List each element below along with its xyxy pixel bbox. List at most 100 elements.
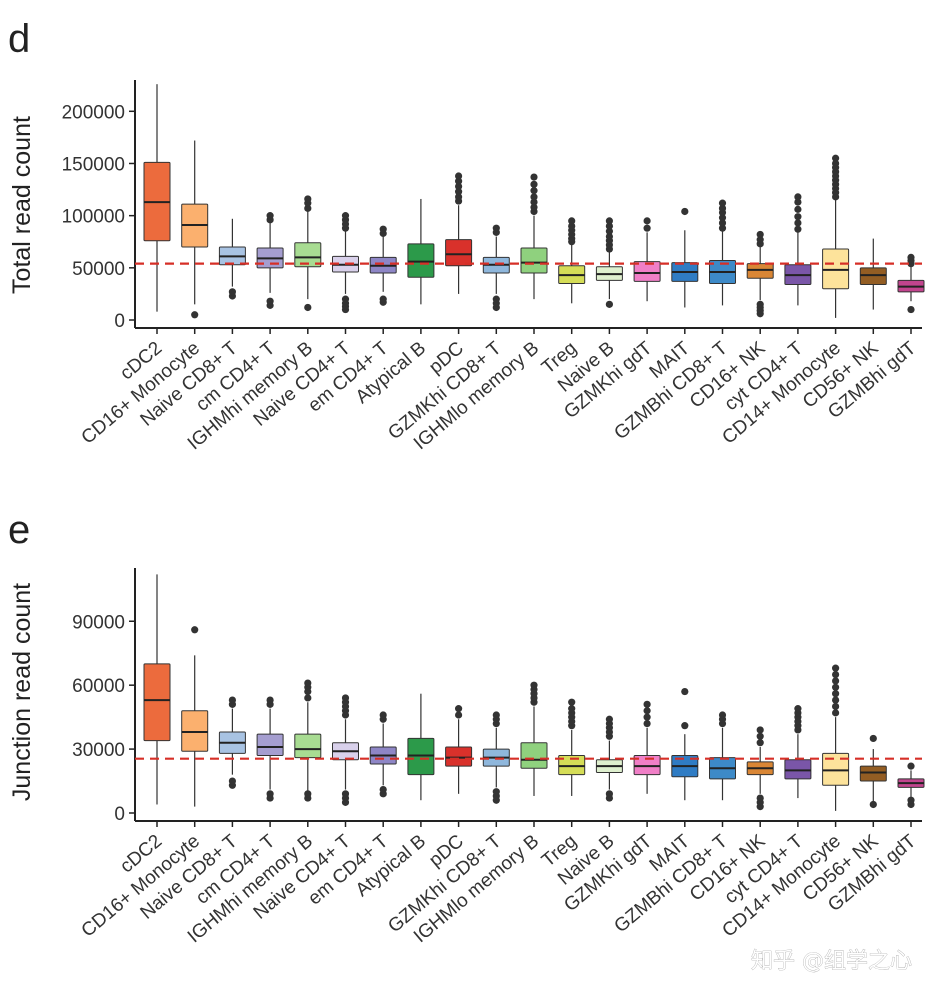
outlier-point xyxy=(832,670,840,679)
outlier-point xyxy=(681,722,689,730)
outlier-point xyxy=(492,224,500,232)
box-naive-cd8-t xyxy=(218,218,246,300)
outlier-point xyxy=(794,205,802,213)
box-em-cd4-t xyxy=(369,225,397,306)
box-cd56-nk xyxy=(859,238,887,310)
y-tick-label: 50000 xyxy=(72,259,125,280)
outlier-point xyxy=(266,297,274,305)
box-iqr xyxy=(520,247,548,274)
box-iqr xyxy=(407,737,435,776)
outlier-point xyxy=(605,222,614,230)
box-atypical-b xyxy=(407,693,435,801)
outlier-point xyxy=(643,700,651,708)
box-cd16-monocyte xyxy=(181,140,209,319)
outlier-point xyxy=(907,253,915,261)
outlier-point xyxy=(681,207,689,216)
outlier-point xyxy=(643,713,651,721)
outlier-point xyxy=(455,172,463,180)
outlier-point xyxy=(718,219,727,227)
outlier-point xyxy=(643,719,651,728)
box-ighmhi-memory-b xyxy=(294,679,322,802)
outlier-point xyxy=(756,300,764,308)
watermark-text: 知乎 @组学之心 xyxy=(751,949,912,974)
outlier-point xyxy=(869,800,877,809)
outlier-point xyxy=(832,154,840,162)
outlier-point xyxy=(832,664,840,672)
outlier-point xyxy=(718,214,727,222)
box-cm-cd4-t xyxy=(256,696,284,802)
outlier-point xyxy=(341,212,350,220)
outlier-point xyxy=(228,288,236,296)
outlier-point xyxy=(718,199,727,207)
outlier-point xyxy=(568,222,576,230)
outlier-point xyxy=(266,212,274,220)
y-tick-label: 100000 xyxy=(62,207,125,228)
panel-d-y-axis-label: Total read count xyxy=(8,116,36,294)
outlier-point xyxy=(266,696,274,704)
outlier-point xyxy=(568,698,576,706)
box-ighmlo-memory-b xyxy=(520,173,548,300)
box-iqr xyxy=(143,663,171,742)
box-cdc2 xyxy=(143,574,171,805)
outlier-point xyxy=(605,300,614,308)
outlier-point xyxy=(605,217,614,225)
outlier-point xyxy=(228,777,236,785)
outlier-point xyxy=(530,187,538,195)
outlier-point xyxy=(718,711,727,719)
panel-letter-e: e xyxy=(8,508,30,552)
outlier-point xyxy=(341,694,350,702)
y-tick-label: 30000 xyxy=(72,740,125,761)
box-cm-cd4-t xyxy=(256,212,284,309)
outlier-point xyxy=(379,711,387,719)
outlier-point xyxy=(794,213,802,221)
outlier-point xyxy=(832,696,840,704)
outlier-point xyxy=(304,790,312,798)
box-iqr xyxy=(445,746,473,767)
box-cd16-monocyte xyxy=(181,626,209,807)
box-cd14-monocyte xyxy=(822,664,850,811)
box-naive-cd4-t xyxy=(332,694,359,806)
panel-letter-d: d xyxy=(8,17,30,61)
outlier-point xyxy=(530,173,538,181)
outlier-point xyxy=(266,790,274,798)
box-iqr xyxy=(294,733,322,759)
box-pdc xyxy=(445,705,473,794)
box-em-cd4-t xyxy=(369,711,397,798)
box-iqr xyxy=(181,710,209,752)
outlier-point xyxy=(304,204,312,212)
box-cyt-cd4-t xyxy=(784,705,812,799)
box-iqr xyxy=(256,733,284,756)
box-cdc2 xyxy=(143,84,171,312)
box-iqr xyxy=(520,742,548,769)
outlier-point xyxy=(756,236,764,244)
outlier-point xyxy=(643,224,651,232)
outlier-point xyxy=(605,227,614,235)
outlier-point xyxy=(341,790,350,798)
box-gzmkhi-cd8-t xyxy=(482,224,510,312)
panel-d-total-read-count: d Total read count 0 50000 100000 150000 200… xyxy=(8,17,925,454)
outlier-point xyxy=(379,785,387,794)
box-naive-cd8-t xyxy=(218,696,246,789)
box-gzmkhi-gdt xyxy=(633,217,661,302)
box-atypical-b xyxy=(407,198,435,305)
outlier-point xyxy=(794,705,802,713)
outlier-point xyxy=(869,734,877,743)
outlier-point xyxy=(907,762,915,770)
box-pdc xyxy=(445,172,473,294)
box-treg xyxy=(558,698,586,796)
outlier-point xyxy=(832,683,840,691)
y-tick-label: 200000 xyxy=(62,102,125,123)
box-cyt-cd4-t xyxy=(784,193,812,306)
box-naive-b xyxy=(595,715,623,802)
box-gzmbhi-gdt xyxy=(897,253,925,314)
outlier-point xyxy=(832,702,840,711)
box-iqr xyxy=(407,243,435,278)
outlier-point xyxy=(756,726,764,734)
panel-e-junction-read-count: e Junction read count 0300006000090000cD… xyxy=(8,508,925,947)
outlier-point xyxy=(530,681,538,689)
outlier-point xyxy=(341,295,350,303)
outlier-point xyxy=(718,204,727,212)
box-iqr xyxy=(859,765,887,782)
